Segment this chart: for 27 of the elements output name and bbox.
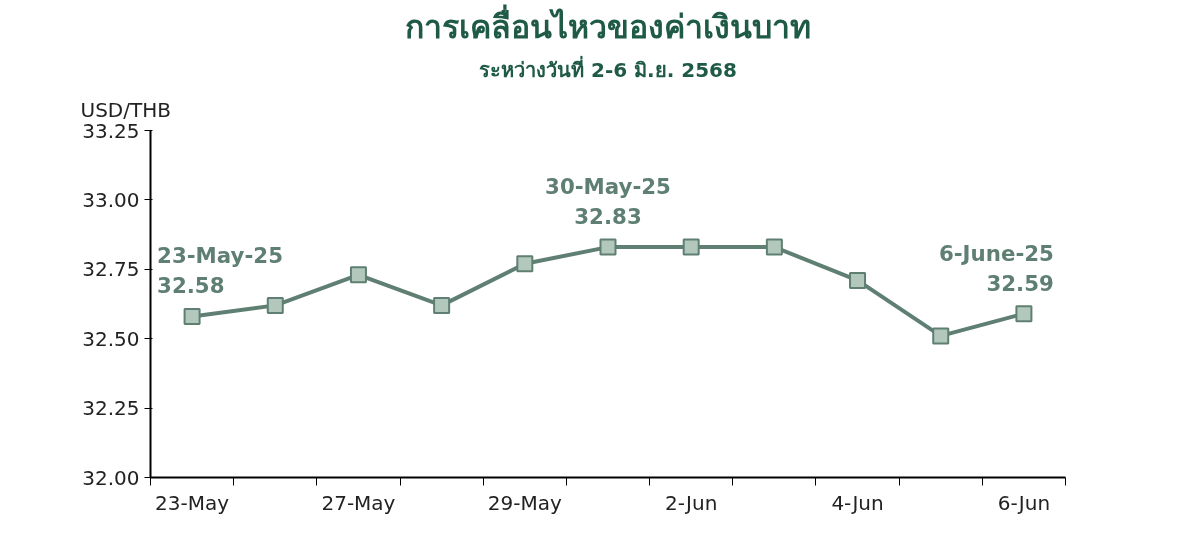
point <box>349 266 367 284</box>
annotation: 6-June-25 32.59 <box>938 240 1054 296</box>
point <box>599 238 617 256</box>
point <box>183 307 201 325</box>
point <box>682 238 700 256</box>
y-tick-label: 32.75 <box>82 257 140 282</box>
y-tick-label: 32.50 <box>82 326 140 351</box>
x-tick-label: 2-Jun <box>665 490 718 515</box>
y-tick-label: 33.00 <box>82 187 140 212</box>
chart-title: การเคลื่อนไหวของค่าเงินบาท <box>405 3 811 46</box>
y-tick-label: 32.25 <box>82 396 140 421</box>
x-tick-label: 4-Jun <box>831 490 884 515</box>
point <box>266 296 284 314</box>
x-tick-label: 6-Jun <box>997 490 1051 515</box>
point <box>1015 305 1033 323</box>
point <box>849 271 867 289</box>
point <box>765 238 783 256</box>
point <box>433 296 451 314</box>
x-tick-label: 29-May <box>487 490 562 515</box>
y-tick-label: 32.00 <box>82 465 140 490</box>
annotation: 23-May-25 32.58 <box>157 243 284 299</box>
point <box>516 255 534 273</box>
chart-subtitle: ระหว่างวันที่ 2-6 มิ.ย. 2568 <box>479 54 737 82</box>
point <box>932 327 950 345</box>
x-tick-label: 27-May <box>321 490 396 515</box>
annotation: 30-May-25 32.83 <box>545 174 671 230</box>
x-tick-label: 23-May <box>155 490 230 515</box>
